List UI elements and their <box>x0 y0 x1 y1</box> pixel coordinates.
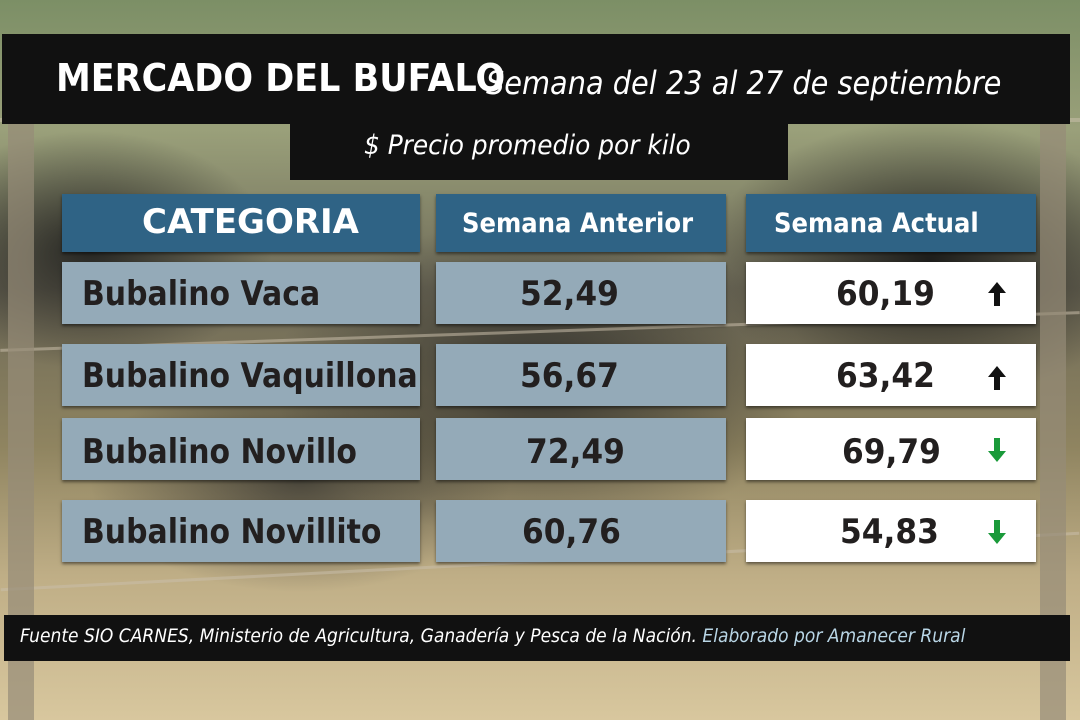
category-label: Bubalino Vaca <box>82 274 321 314</box>
footer-banner <box>4 615 1070 661</box>
week-subtitle: Semana del 23 al 27 de septiembre <box>486 64 1002 102</box>
title-banner <box>2 34 1070 124</box>
table-row-anterior: 56,67 <box>436 344 726 406</box>
price-caption: $ Precio promedio por kilo <box>364 130 691 161</box>
anterior-value: 72,49 <box>526 432 625 472</box>
page-title: MERCADO DEL BUFALO <box>56 56 506 100</box>
table-row-category: Bubalino Novillo <box>62 418 420 480</box>
header-label: Semana Actual <box>774 208 979 239</box>
arrow-up-icon <box>988 366 1006 390</box>
arrow-up-icon <box>988 282 1006 306</box>
header-categoria: CATEGORIA <box>62 194 420 252</box>
actual-value: 60,19 <box>836 274 935 314</box>
table-row-actual: 54,83 <box>746 500 1036 562</box>
category-label: Bubalino Novillito <box>82 512 382 552</box>
header-semana-anterior: Semana Anterior <box>436 194 726 252</box>
arrow-down-icon <box>988 520 1006 544</box>
source-note: Fuente SIO CARNES, Ministerio de Agricul… <box>20 625 697 647</box>
table-row-actual: 69,79 <box>746 418 1036 480</box>
actual-value: 54,83 <box>840 512 939 552</box>
anterior-value: 52,49 <box>520 274 619 314</box>
table-row-anterior: 72,49 <box>436 418 726 480</box>
anterior-value: 60,76 <box>522 512 621 552</box>
table-row-category: Bubalino Vaca <box>62 262 420 324</box>
table-row-actual: 60,19 <box>746 262 1036 324</box>
credit-note: Elaborado por Amanecer Rural <box>702 625 966 647</box>
header-label: Semana Anterior <box>462 208 694 239</box>
table-row-anterior: 52,49 <box>436 262 726 324</box>
header-label: CATEGORIA <box>142 202 359 242</box>
table-row-category: Bubalino Vaquillona <box>62 344 420 406</box>
table-row-anterior: 60,76 <box>436 500 726 562</box>
footer-text: Fuente SIO CARNES, Ministerio de Agricul… <box>20 625 965 647</box>
table-row-actual: 63,42 <box>746 344 1036 406</box>
header-semana-actual: Semana Actual <box>746 194 1036 252</box>
table-row-category: Bubalino Novillito <box>62 500 420 562</box>
category-label: Bubalino Vaquillona <box>82 356 418 396</box>
arrow-down-icon <box>988 438 1006 462</box>
anterior-value: 56,67 <box>520 356 619 396</box>
actual-value: 63,42 <box>836 356 935 396</box>
category-label: Bubalino Novillo <box>82 432 357 472</box>
caption-banner <box>290 124 788 180</box>
actual-value: 69,79 <box>842 432 941 472</box>
